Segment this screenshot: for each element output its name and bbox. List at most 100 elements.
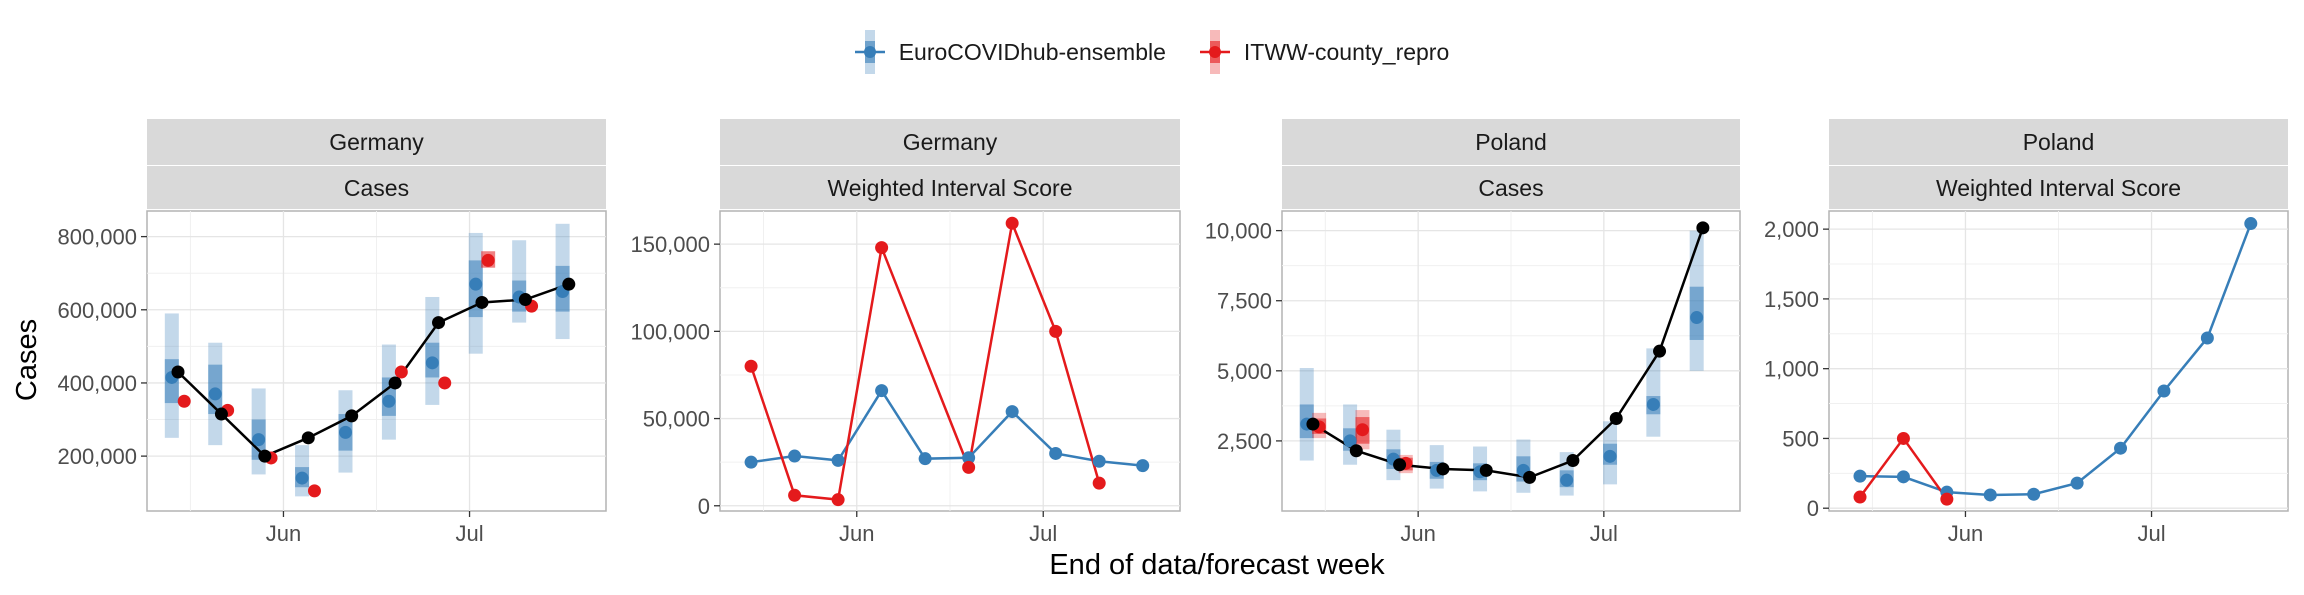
x-tick-label: Jul bbox=[1590, 521, 1618, 546]
legend-item-ensemble: EuroCOVIDhub-ensemble bbox=[854, 30, 1166, 74]
score-point-eurocovidhub-ensemble bbox=[2244, 217, 2258, 231]
median-point-eurocovidhub-ensemble bbox=[382, 394, 396, 408]
median-point-itww-county-repro bbox=[1355, 423, 1369, 437]
score-point-itww-county-repro bbox=[831, 493, 845, 507]
observed-point bbox=[1436, 462, 1450, 476]
y-tick-label: 10,000 bbox=[1205, 219, 1272, 244]
score-point-eurocovidhub-ensemble bbox=[2027, 487, 2041, 501]
median-point-eurocovidhub-ensemble bbox=[1560, 473, 1574, 487]
interval-90-eurocovidhub-ensemble bbox=[1646, 348, 1661, 437]
facet-label-metric: Weighted Interval Score bbox=[1936, 175, 2181, 201]
legend-item-itww: ITWW-county_repro bbox=[1199, 30, 1449, 74]
y-tick-label: 1,500 bbox=[1764, 287, 1819, 312]
score-point-eurocovidhub-ensemble bbox=[744, 455, 758, 469]
observed-point bbox=[432, 316, 446, 330]
observed-point bbox=[388, 376, 402, 390]
legend-key-ensemble-icon bbox=[854, 30, 885, 74]
score-point-eurocovidhub-ensemble bbox=[1896, 470, 1910, 484]
y-axis-title: Cases bbox=[11, 319, 43, 401]
y-tick-label: 2,500 bbox=[1217, 429, 1272, 454]
observed-point bbox=[1653, 344, 1667, 358]
x-axis-title: End of data/forecast week bbox=[1049, 549, 1385, 581]
score-point-eurocovidhub-ensemble bbox=[2157, 384, 2171, 398]
legend-key-itww-icon bbox=[1199, 30, 1230, 74]
facet-strip-metric bbox=[720, 166, 1180, 209]
x-tick-label: Jun bbox=[266, 521, 301, 546]
score-point-itww-county-repro bbox=[1896, 431, 1910, 445]
facet-label-location: Germany bbox=[903, 129, 998, 155]
score-point-eurocovidhub-ensemble bbox=[2200, 331, 2214, 345]
x-tick-label: Jul bbox=[2137, 521, 2165, 546]
facet-label-location: Poland bbox=[1475, 129, 1547, 155]
score-point-itww-county-repro bbox=[1005, 216, 1019, 230]
x-tick-label: Jun bbox=[1400, 521, 1435, 546]
facet-label-metric: Cases bbox=[344, 175, 409, 201]
x-tick-label: Jul bbox=[1029, 521, 1057, 546]
median-point-eurocovidhub-ensemble bbox=[208, 387, 222, 401]
facet-strip-location bbox=[720, 119, 1180, 165]
observed-point bbox=[1523, 470, 1537, 484]
panel-2: Germany Weighted Interval Score 0 50,000 100… bbox=[630, 119, 1181, 546]
facet-strip-metric bbox=[1829, 166, 2288, 209]
median-point-eurocovidhub-ensemble bbox=[338, 425, 352, 439]
panel-1: Germany Cases 200,000 400,000 600,000 800,000… bbox=[57, 119, 607, 546]
observed-point bbox=[214, 407, 228, 421]
y-tick-label: 800,000 bbox=[57, 225, 137, 250]
facet-label-metric: Weighted Interval Score bbox=[827, 175, 1072, 201]
facet-strip-location bbox=[1282, 119, 1740, 165]
facet-label-location: Germany bbox=[329, 129, 424, 155]
legend: EuroCOVIDhub-ensemble ITWW-county_repro bbox=[0, 28, 2304, 76]
score-point-eurocovidhub-ensemble bbox=[831, 453, 845, 467]
score-point-itww-county-repro bbox=[1049, 324, 1063, 338]
y-tick-label: 600,000 bbox=[57, 298, 137, 323]
facet-strip-metric bbox=[1282, 166, 1740, 209]
observed-point bbox=[1566, 454, 1580, 468]
observed-point bbox=[518, 293, 532, 307]
median-point-eurocovidhub-ensemble bbox=[252, 433, 266, 447]
facet-strip-location bbox=[147, 119, 606, 165]
median-point-eurocovidhub-ensemble bbox=[1603, 449, 1617, 463]
y-tick-label: 200,000 bbox=[57, 444, 137, 469]
median-point-eurocovidhub-ensemble bbox=[1690, 311, 1704, 325]
facet-label-metric: Cases bbox=[1478, 175, 1543, 201]
y-tick-label: 400,000 bbox=[57, 371, 137, 396]
score-point-eurocovidhub-ensemble bbox=[1092, 454, 1106, 468]
observed-point bbox=[1609, 411, 1623, 425]
median-point-itww-county-repro bbox=[438, 376, 452, 390]
median-point-itww-county-repro bbox=[394, 365, 408, 379]
observed-point bbox=[1479, 463, 1493, 477]
legend-label-ensemble: EuroCOVIDhub-ensemble bbox=[898, 38, 1166, 65]
y-tick-label: 0 bbox=[1807, 496, 1819, 521]
observed-line bbox=[177, 282, 570, 458]
score-point-eurocovidhub-ensemble bbox=[1136, 459, 1150, 473]
score-point-eurocovidhub-ensemble bbox=[875, 384, 889, 398]
score-point-eurocovidhub-ensemble bbox=[1983, 488, 1997, 502]
median-point-eurocovidhub-ensemble bbox=[469, 277, 483, 291]
median-point-eurocovidhub-ensemble bbox=[1646, 397, 1660, 411]
score-line-itww-county-repro bbox=[749, 218, 1101, 502]
observed-point bbox=[1393, 458, 1407, 472]
panel-4: Poland Weighted Interval Score 0 500 1,000 1,… bbox=[1764, 119, 2289, 546]
facet-label-location: Poland bbox=[2023, 129, 2095, 155]
score-point-eurocovidhub-ensemble bbox=[1049, 446, 1063, 460]
y-tick-label: 7,500 bbox=[1217, 289, 1272, 314]
score-point-eurocovidhub-ensemble bbox=[918, 452, 932, 466]
score-point-eurocovidhub-ensemble bbox=[788, 449, 802, 463]
observed-point bbox=[1306, 417, 1320, 431]
panel-3: Poland Cases 2,500 5,000 7,500 10,000 Jun Jul bbox=[1205, 119, 1741, 546]
score-point-itww-county-repro bbox=[1853, 490, 1867, 504]
score-point-eurocovidhub-ensemble bbox=[1005, 405, 1019, 419]
score-point-eurocovidhub-ensemble bbox=[962, 451, 976, 465]
median-point-itww-county-repro bbox=[481, 253, 495, 267]
observed-point bbox=[301, 431, 315, 445]
median-point-eurocovidhub-ensemble bbox=[425, 356, 439, 370]
observed-point bbox=[258, 449, 272, 463]
y-tick-label: 150,000 bbox=[630, 232, 710, 257]
median-point-itww-county-repro bbox=[177, 394, 191, 408]
observed-point bbox=[475, 295, 489, 309]
x-tick-label: Jun bbox=[1948, 521, 1983, 546]
y-tick-label: 500 bbox=[1782, 426, 1819, 451]
facet-strip-location bbox=[1829, 119, 2288, 165]
score-point-itww-county-repro bbox=[1092, 476, 1106, 490]
